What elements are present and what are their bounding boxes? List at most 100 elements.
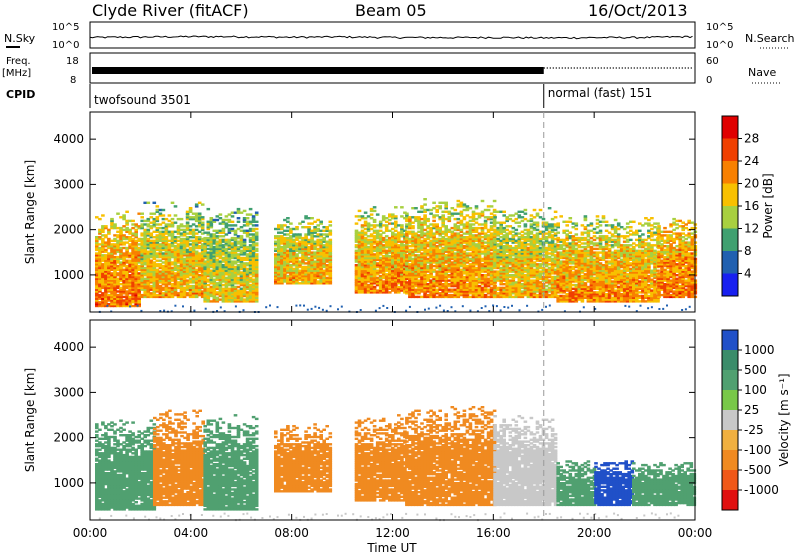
- heatmap-cell: [319, 260, 323, 263]
- heatmap-cell: [405, 248, 409, 252]
- heatmap-cell: [459, 254, 464, 257]
- heatmap-cell: [188, 295, 193, 299]
- heatmap-cell: [200, 226, 205, 230]
- heatmap-cell: [328, 274, 333, 278]
- heatmap-cell: [191, 274, 196, 277]
- heatmap-cell: [400, 224, 404, 227]
- heatmap-cell: [131, 283, 135, 286]
- heatmap-cell: [462, 255, 467, 259]
- heatmap-cell: [508, 230, 513, 233]
- heatmap-cell: [357, 274, 362, 278]
- heatmap-cell: [146, 277, 151, 280]
- heatmap-cell: [394, 291, 398, 294]
- heatmap-cell: [438, 264, 442, 268]
- heatmap-cell: [403, 233, 407, 236]
- heatmap-cell: [465, 207, 470, 210]
- heatmap-cell: [161, 246, 166, 250]
- heatmap-cell: [403, 280, 407, 283]
- heatmap-cell: [185, 210, 190, 213]
- heatmap-cell: [206, 296, 211, 299]
- heatmap-cell: [369, 285, 374, 289]
- heatmap-cell: [381, 269, 386, 272]
- heatmap-cell: [215, 278, 220, 281]
- heatmap-cell: [388, 238, 392, 242]
- heatmap-cell: [110, 257, 114, 261]
- heatmap-cell: [429, 286, 433, 290]
- heatmap-cell: [397, 240, 401, 243]
- heatmap-cell: [474, 255, 479, 259]
- heatmap-cell: [480, 199, 485, 203]
- heatmap-cell: [194, 263, 199, 266]
- heatmap-cell: [146, 270, 151, 273]
- heatmap-cell: [511, 257, 516, 261]
- heatmap-cell: [313, 262, 317, 265]
- heatmap-cell: [450, 268, 455, 271]
- heatmap-cell: [200, 261, 205, 264]
- heatmap-cell: [128, 274, 132, 277]
- heatmap-cell: [411, 279, 415, 282]
- heatmap-cell: [203, 300, 207, 303]
- heatmap-cell: [185, 236, 190, 239]
- heatmap-cell: [471, 277, 476, 280]
- heatmap-cell: [146, 292, 151, 295]
- heatmap-cell: [167, 214, 172, 217]
- heatmap-cell: [137, 290, 141, 293]
- heatmap-cell: [149, 270, 154, 273]
- heatmap-cell: [140, 250, 144, 253]
- heatmap-cell: [203, 273, 207, 276]
- heatmap-cell: [152, 201, 157, 204]
- heatmap-cell: [164, 288, 169, 291]
- heatmap-cell: [394, 226, 398, 229]
- heatmap-cell: [471, 223, 476, 226]
- heatmap-cell: [468, 230, 473, 233]
- heatmap-cell: [394, 285, 398, 289]
- heatmap-cell: [209, 300, 214, 303]
- heatmap-cell: [128, 279, 132, 282]
- heatmap-cell: [119, 243, 123, 246]
- heatmap-cell: [492, 283, 497, 286]
- heatmap-cell: [143, 237, 147, 241]
- heatmap-cell: [372, 282, 377, 285]
- heatmap-cell: [245, 283, 250, 287]
- heatmap-cell: [149, 274, 154, 277]
- heatmap-cell: [221, 291, 226, 294]
- heatmap-cell: [502, 226, 506, 230]
- heatmap-cell: [313, 264, 317, 267]
- heatmap-cell: [194, 252, 199, 255]
- heatmap-cell: [429, 261, 433, 264]
- heatmap-cell: [391, 233, 395, 236]
- heatmap-cell: [182, 292, 187, 295]
- heatmap-cell: [292, 249, 296, 252]
- heatmap-cell: [319, 256, 323, 260]
- heatmap-cell: [158, 272, 163, 275]
- heatmap-cell: [233, 229, 238, 232]
- heatmap-cell: [369, 282, 374, 285]
- heatmap-cell: [508, 245, 513, 248]
- heatmap-cell: [164, 246, 169, 250]
- heatmap-cell: [158, 232, 163, 235]
- heatmap-cell: [104, 254, 108, 257]
- heatmap-cell: [435, 237, 439, 241]
- heatmap-cell: [322, 229, 326, 232]
- heatmap-cell: [426, 225, 430, 228]
- heatmap-cell: [236, 296, 241, 299]
- heatmap-cell: [388, 244, 392, 247]
- heatmap-cell: [529, 223, 534, 226]
- heatmap-cell: [122, 237, 126, 241]
- heatmap-cell: [274, 262, 278, 265]
- heatmap-cell: [432, 259, 436, 262]
- heatmap-cell: [239, 242, 244, 245]
- heatmap-cell: [310, 256, 314, 260]
- heatmap-cell: [158, 223, 163, 226]
- heatmap-cell: [378, 229, 383, 232]
- heatmap-cell: [450, 275, 455, 279]
- heatmap-cell: [405, 225, 409, 228]
- heatmap-cell: [283, 251, 287, 254]
- heatmap-cell: [98, 237, 102, 241]
- heatmap-cell: [357, 265, 362, 269]
- heatmap-cell: [164, 248, 169, 252]
- heatmap-cell: [295, 242, 299, 245]
- heatmap-cell: [245, 291, 250, 294]
- heatmap-cell: [170, 237, 175, 241]
- heatmap-cell: [140, 274, 144, 277]
